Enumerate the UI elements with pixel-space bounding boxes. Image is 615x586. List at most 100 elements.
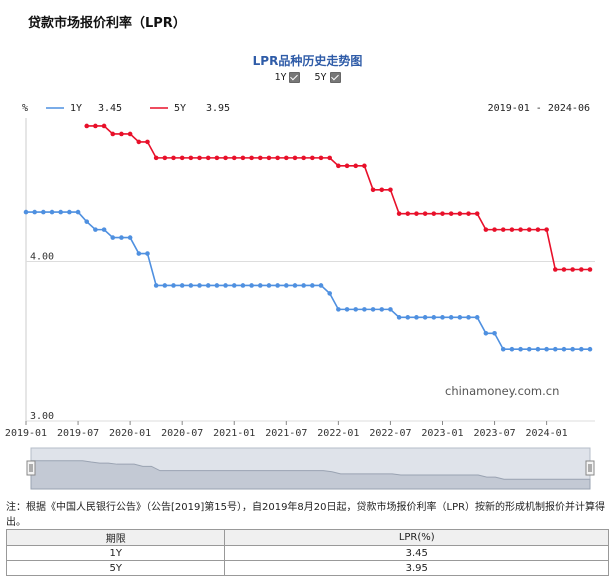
data-point-5y[interactable]	[145, 139, 150, 145]
data-point-1y[interactable]	[457, 315, 463, 320]
data-point-5y[interactable]	[544, 227, 549, 232]
data-point-1y[interactable]	[396, 315, 402, 320]
data-point-1y[interactable]	[440, 315, 445, 320]
data-point-1y[interactable]	[101, 227, 107, 232]
data-point-5y[interactable]	[370, 187, 376, 193]
data-point-1y[interactable]	[362, 307, 367, 312]
data-point-1y[interactable]	[266, 283, 272, 288]
data-point-5y[interactable]	[509, 227, 515, 232]
data-point-1y[interactable]	[67, 209, 72, 215]
data-point-5y[interactable]	[257, 155, 263, 161]
data-point-5y[interactable]	[127, 131, 133, 137]
data-point-1y[interactable]	[327, 291, 332, 296]
data-point-1y[interactable]	[240, 283, 246, 288]
data-point-1y[interactable]	[448, 315, 454, 320]
data-point-5y[interactable]	[214, 155, 220, 161]
data-point-1y[interactable]	[231, 283, 237, 288]
data-point-1y[interactable]	[23, 209, 29, 215]
data-point-5y[interactable]	[153, 155, 159, 161]
data-point-1y[interactable]	[500, 346, 506, 352]
data-point-5y[interactable]	[353, 163, 359, 169]
data-point-5y[interactable]	[205, 155, 211, 161]
data-point-1y[interactable]	[188, 283, 194, 288]
toggle-1y-checkbox[interactable]	[289, 72, 301, 83]
data-point-1y[interactable]	[119, 235, 124, 240]
data-point-1y[interactable]	[145, 251, 150, 256]
data-point-5y[interactable]	[518, 227, 523, 232]
data-point-1y[interactable]	[214, 283, 220, 288]
data-point-5y[interactable]	[362, 163, 367, 169]
data-point-1y[interactable]	[509, 346, 515, 352]
data-point-1y[interactable]	[32, 209, 37, 215]
data-point-5y[interactable]	[526, 227, 532, 232]
data-point-5y[interactable]	[535, 227, 541, 232]
data-point-5y[interactable]	[223, 155, 228, 161]
data-point-5y[interactable]	[266, 155, 272, 161]
data-point-5y[interactable]	[162, 155, 168, 161]
data-point-5y[interactable]	[405, 211, 411, 216]
data-point-1y[interactable]	[422, 315, 428, 320]
data-point-5y[interactable]	[431, 211, 437, 216]
navigator-left-handle[interactable]	[26, 460, 36, 476]
data-point-5y[interactable]	[483, 227, 489, 232]
data-point-1y[interactable]	[370, 307, 376, 312]
data-point-5y[interactable]	[284, 155, 289, 161]
data-point-1y[interactable]	[58, 209, 64, 215]
data-point-1y[interactable]	[344, 307, 350, 312]
data-point-5y[interactable]	[84, 123, 90, 129]
data-point-1y[interactable]	[431, 315, 437, 320]
data-point-1y[interactable]	[223, 283, 228, 288]
data-point-5y[interactable]	[344, 163, 350, 169]
data-point-5y[interactable]	[388, 187, 393, 193]
data-point-1y[interactable]	[301, 283, 306, 288]
data-point-1y[interactable]	[205, 283, 211, 288]
toggle-1y[interactable]: 1Y	[274, 72, 301, 83]
data-point-1y[interactable]	[353, 307, 359, 312]
data-point-5y[interactable]	[249, 155, 254, 161]
data-point-5y[interactable]	[396, 211, 402, 216]
data-point-1y[interactable]	[535, 346, 541, 352]
data-point-5y[interactable]	[136, 139, 142, 145]
data-point-5y[interactable]	[197, 155, 202, 161]
data-point-5y[interactable]	[327, 155, 332, 161]
data-point-1y[interactable]	[110, 235, 116, 240]
data-point-5y[interactable]	[561, 267, 567, 272]
data-point-1y[interactable]	[93, 227, 98, 232]
data-point-1y[interactable]	[153, 283, 159, 288]
data-point-1y[interactable]	[310, 283, 315, 288]
data-point-1y[interactable]	[492, 330, 497, 336]
navigator-right-handle[interactable]	[585, 460, 595, 476]
data-point-5y[interactable]	[275, 155, 280, 161]
data-point-1y[interactable]	[544, 346, 549, 352]
data-point-5y[interactable]	[336, 163, 341, 169]
data-point-1y[interactable]	[275, 283, 280, 288]
data-point-5y[interactable]	[579, 267, 584, 272]
data-point-1y[interactable]	[197, 283, 202, 288]
data-point-5y[interactable]	[414, 211, 419, 216]
data-point-5y[interactable]	[492, 227, 497, 232]
data-point-5y[interactable]	[119, 131, 124, 137]
data-point-1y[interactable]	[292, 283, 298, 288]
data-point-5y[interactable]	[474, 211, 480, 216]
data-point-5y[interactable]	[570, 267, 575, 272]
data-point-5y[interactable]	[457, 211, 463, 216]
data-point-5y[interactable]	[552, 267, 558, 272]
data-point-5y[interactable]	[292, 155, 298, 161]
data-point-5y[interactable]	[93, 123, 98, 129]
data-point-5y[interactable]	[310, 155, 315, 161]
data-point-5y[interactable]	[179, 155, 185, 161]
data-point-5y[interactable]	[587, 267, 593, 272]
data-point-5y[interactable]	[440, 211, 445, 216]
data-point-5y[interactable]	[101, 123, 107, 129]
data-point-1y[interactable]	[257, 283, 263, 288]
data-point-1y[interactable]	[561, 346, 567, 352]
data-point-1y[interactable]	[570, 346, 575, 352]
range-navigator[interactable]	[26, 447, 595, 490]
data-point-5y[interactable]	[422, 211, 428, 216]
data-point-1y[interactable]	[127, 235, 133, 240]
data-point-1y[interactable]	[405, 315, 411, 320]
data-point-5y[interactable]	[379, 187, 385, 193]
data-point-1y[interactable]	[136, 251, 142, 256]
data-point-1y[interactable]	[171, 283, 176, 288]
toggle-5y[interactable]: 5Y	[315, 72, 341, 83]
